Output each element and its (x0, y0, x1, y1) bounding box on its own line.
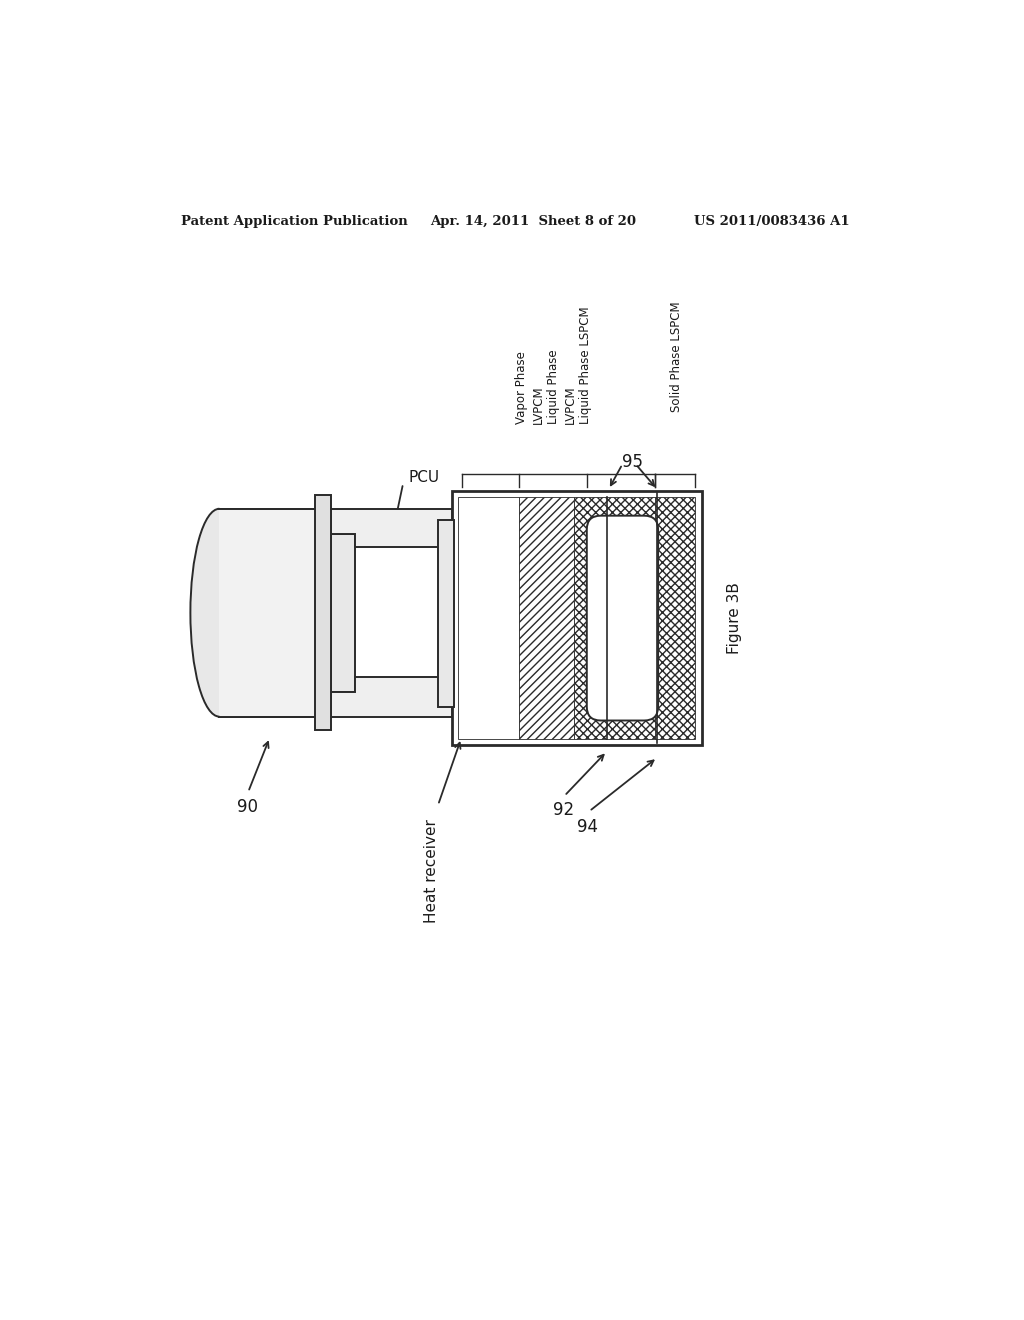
Bar (573, 498, 655, 739)
Bar (655, 498, 695, 739)
Text: 94: 94 (578, 818, 598, 837)
Text: Solid Phase LSPCM: Solid Phase LSPCM (671, 302, 683, 412)
Text: 95: 95 (623, 453, 643, 470)
Bar (219, 508, 321, 717)
Bar (458, 498, 518, 739)
Ellipse shape (190, 508, 249, 717)
Text: 92: 92 (553, 801, 573, 820)
FancyBboxPatch shape (587, 516, 658, 721)
Bar (219, 508, 250, 717)
Text: Vapor Phase
LVPCM
Liquid Phase
LVPCM
Liquid Phase LSPCM: Vapor Phase LVPCM Liquid Phase LVPCM Liq… (515, 306, 593, 424)
Text: Heat receiver: Heat receiver (424, 818, 439, 923)
Polygon shape (331, 535, 355, 692)
Text: Figure 3B: Figure 3B (727, 582, 742, 653)
Bar (518, 498, 573, 739)
Bar (314, 495, 331, 730)
Bar (452, 491, 701, 744)
Text: PCU: PCU (409, 470, 439, 486)
Text: US 2011/0083436 A1: US 2011/0083436 A1 (693, 215, 849, 228)
Text: Patent Application Publication: Patent Application Publication (180, 215, 408, 228)
Bar (438, 520, 454, 706)
Polygon shape (331, 677, 452, 717)
Text: Apr. 14, 2011  Sheet 8 of 20: Apr. 14, 2011 Sheet 8 of 20 (430, 215, 636, 228)
Polygon shape (331, 508, 452, 548)
Text: 90: 90 (237, 797, 257, 816)
